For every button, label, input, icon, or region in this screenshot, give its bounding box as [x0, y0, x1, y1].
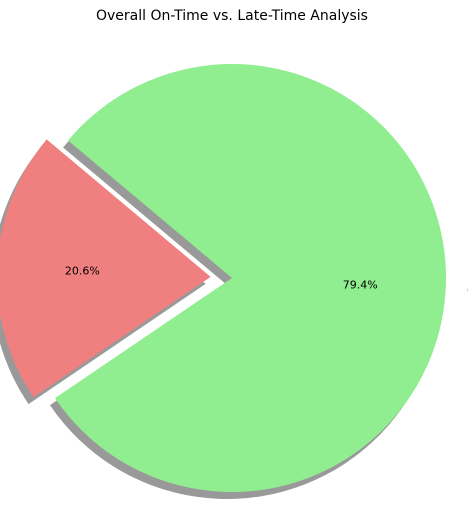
pie-labels: Late-Time Flights20.6%On-Time Flights79.… — [65, 264, 468, 297]
slice-percent-late-time-flights: 20.6% — [65, 264, 100, 277]
chart-title: Overall On-Time vs. Late-Time Analysis — [96, 8, 368, 24]
slice-percent-on-time-flights: 79.4% — [343, 279, 378, 292]
pie-slice-on-time-flights — [54, 63, 446, 492]
pie-slice-late-time-flights — [0, 139, 211, 398]
pie-slices — [0, 63, 446, 492]
